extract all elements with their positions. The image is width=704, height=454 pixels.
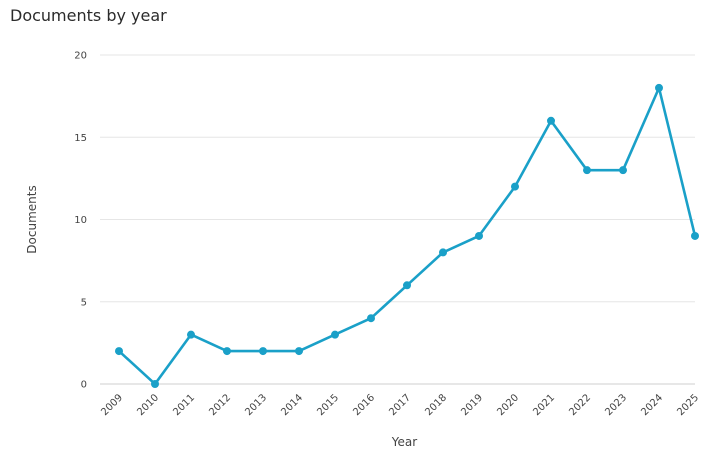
x-tick-label: 2022 — [567, 392, 593, 418]
x-tick-labels: 2009 2010 2011 2012 2013 2014 2015 2016 2017 2018… — [99, 392, 701, 418]
series-line — [118, 86, 697, 386]
y-tick-label: 10 — [74, 215, 87, 226]
x-tick-label: 2016 — [351, 392, 377, 418]
data-point[interactable] — [547, 116, 555, 125]
x-tick-label: 2017 — [387, 392, 413, 418]
x-tick-label: 2012 — [207, 392, 233, 418]
data-point[interactable] — [475, 231, 483, 240]
data-point[interactable] — [439, 248, 447, 257]
x-tick-label: 2010 — [135, 392, 161, 418]
data-point[interactable] — [511, 182, 519, 191]
data-point[interactable] — [367, 314, 375, 323]
data-point[interactable] — [403, 281, 411, 290]
data-point[interactable] — [331, 330, 339, 339]
y-tick-label: 20 — [74, 51, 87, 62]
y-tick-label: 5 — [81, 297, 87, 308]
chart-title: Documents by year — [10, 6, 167, 25]
x-tick-label: 2025 — [675, 392, 701, 418]
y-tick-label: 0 — [81, 380, 87, 391]
data-point[interactable] — [655, 83, 663, 92]
y-tick-label: 15 — [74, 133, 87, 144]
data-point[interactable] — [115, 347, 123, 356]
x-tick-label: 2023 — [603, 392, 629, 418]
x-tick-label: 2021 — [531, 392, 557, 418]
x-tick-label: 2011 — [171, 392, 197, 418]
data-point[interactable] — [691, 231, 699, 240]
x-tick-label: 2019 — [459, 392, 485, 418]
data-point[interactable] — [259, 347, 267, 356]
x-tick-label: 2009 — [99, 392, 125, 418]
x-tick-label: 2024 — [639, 392, 665, 418]
x-tick-label: 2018 — [423, 392, 449, 418]
x-tick-label: 2020 — [495, 392, 521, 418]
data-point[interactable] — [583, 166, 591, 175]
x-tick-label: 2014 — [279, 392, 305, 418]
data-point[interactable] — [151, 380, 159, 388]
data-point[interactable] — [187, 330, 195, 339]
data-point[interactable] — [223, 347, 231, 356]
x-tick-label: 2013 — [243, 392, 269, 418]
data-points — [115, 83, 699, 388]
y-tick-labels: 0 5 10 15 20 — [74, 51, 87, 391]
x-tick-label: 2015 — [315, 392, 341, 418]
y-axis-label: Documents — [25, 185, 39, 253]
data-point[interactable] — [619, 166, 627, 175]
x-axis-label: Year — [391, 435, 417, 449]
data-point[interactable] — [295, 347, 303, 356]
grid-lines — [100, 54, 695, 385]
